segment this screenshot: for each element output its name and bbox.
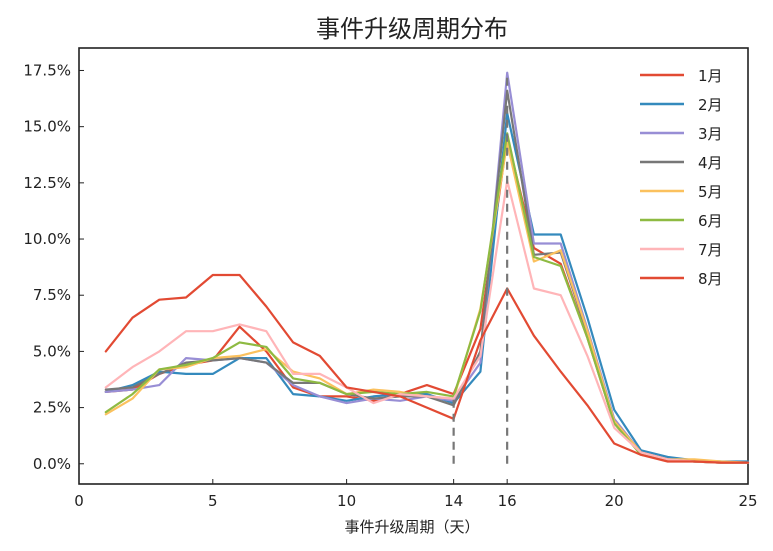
legend-label: 1月 (698, 67, 723, 85)
plot-area: 0.0% 2.5% 5.0% 7.5% 10.0% 12.5% 15.0% 17.5% 0 5 10… (23, 47, 758, 510)
chart-title: 事件升级周期分布 (316, 15, 508, 43)
x-tick-label: 20 (605, 492, 624, 510)
series-line-2 (104, 112, 750, 463)
x-tick-label: 10 (337, 492, 356, 510)
legend-label: 3月 (698, 125, 723, 143)
legend-label: 7月 (698, 241, 723, 259)
legend-label: 8月 (698, 270, 723, 288)
series-line-3 (104, 71, 750, 464)
x-tick-label: 5 (208, 492, 218, 510)
series-line-6 (104, 132, 750, 464)
x-tick-label: 14 (444, 492, 463, 510)
y-tick-label: 7.5% (33, 286, 71, 304)
legend-label: 4月 (698, 154, 723, 172)
legend-label: 2月 (698, 96, 723, 114)
series-line-7 (104, 179, 750, 464)
x-tick-label: 0 (74, 492, 84, 510)
x-tick-label: 16 (498, 492, 517, 510)
y-tick-label: 2.5% (33, 399, 71, 417)
y-tick-label: 17.5% (23, 61, 71, 79)
y-tick-label: 12.5% (23, 174, 71, 192)
y-tick-label: 0.0% (33, 455, 71, 473)
y-tick-label: 10.0% (23, 230, 71, 248)
legend-label: 6月 (698, 212, 723, 230)
plot-frame (78, 47, 749, 485)
y-tick-label: 15.0% (23, 118, 71, 136)
x-axis-label: 事件升级周期（天） (344, 518, 479, 536)
series-line-1 (104, 136, 750, 464)
x-tick-label: 25 (738, 492, 757, 510)
y-tick-label: 5.0% (33, 342, 71, 360)
legend-label: 5月 (698, 183, 723, 201)
series-line-8 (104, 273, 750, 464)
